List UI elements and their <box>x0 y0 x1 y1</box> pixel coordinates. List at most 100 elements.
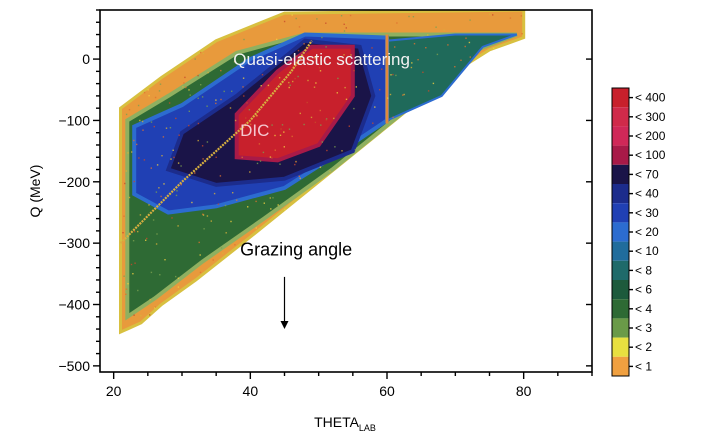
speckle <box>294 163 296 166</box>
colorbar-swatch <box>612 203 629 223</box>
speckle <box>124 182 126 185</box>
speckle <box>203 228 205 230</box>
speckle <box>215 156 217 158</box>
colorbar-label: < 200 <box>635 129 666 143</box>
speckle <box>188 110 190 112</box>
colorbar-swatch <box>612 88 629 108</box>
speckle <box>435 26 437 28</box>
speckle <box>349 14 352 17</box>
speckle <box>299 112 301 115</box>
x-axis-title-subscript: LAB <box>359 423 376 433</box>
speckle <box>161 155 163 157</box>
y-tick-label: −400 <box>58 297 90 313</box>
speckle <box>150 121 153 123</box>
speckle <box>197 74 199 77</box>
speckle <box>143 91 146 94</box>
speckle <box>396 22 398 24</box>
speckle <box>280 128 282 130</box>
speckle <box>250 123 252 126</box>
speckle <box>306 101 308 104</box>
speckle <box>156 233 158 235</box>
speckle <box>371 47 373 49</box>
speckle <box>313 86 316 88</box>
speckle <box>159 274 161 276</box>
speckle <box>197 122 200 125</box>
speckle <box>372 122 374 124</box>
speckle <box>295 17 297 20</box>
speckle <box>148 95 150 97</box>
speckle <box>298 175 300 177</box>
speckle <box>321 36 323 39</box>
speckle <box>269 197 271 199</box>
speckle <box>260 85 262 87</box>
speckle <box>255 200 257 203</box>
colorbar-label: < 1 <box>635 359 652 373</box>
speckle <box>333 117 335 120</box>
speckle <box>219 175 222 177</box>
y-tick-label: −300 <box>58 235 90 251</box>
speckle <box>155 191 158 193</box>
speckle <box>336 92 338 94</box>
speckle <box>168 102 171 104</box>
speckle <box>469 19 471 21</box>
speckle <box>410 66 413 69</box>
speckle <box>125 288 128 290</box>
speckle <box>365 55 367 57</box>
speckle <box>194 58 196 60</box>
speckle <box>176 190 178 192</box>
speckle <box>162 136 165 138</box>
speckle <box>464 45 466 48</box>
speckle <box>201 96 204 98</box>
speckle <box>146 237 148 240</box>
speckle-noise <box>122 13 523 317</box>
speckle <box>131 151 133 153</box>
speckle <box>469 56 471 58</box>
colorbar-swatch <box>612 145 629 165</box>
speckle <box>288 128 291 130</box>
plot-area <box>119 10 526 335</box>
speckle <box>123 275 125 277</box>
speckle <box>207 71 209 74</box>
speckle <box>177 286 180 288</box>
speckle <box>436 53 439 56</box>
speckle <box>460 59 462 61</box>
kinematic-ridge-line <box>119 40 313 244</box>
speckle <box>447 44 449 46</box>
speckle <box>170 158 172 160</box>
speckle <box>171 217 173 219</box>
speckle <box>152 219 155 221</box>
y-axis: 0 −100 −200 −300 −400 −500 <box>58 9 592 374</box>
speckle <box>299 177 301 179</box>
speckle <box>220 98 222 101</box>
y-axis-title: Q (MeV) <box>27 165 43 218</box>
speckle <box>443 29 445 31</box>
x-tick-label: 20 <box>106 383 122 399</box>
speckle <box>123 215 125 217</box>
colorbar-swatch <box>612 318 629 338</box>
speckle <box>246 102 248 104</box>
speckle <box>185 86 187 89</box>
speckle <box>337 77 339 80</box>
speckle <box>127 283 129 285</box>
speckle <box>343 23 345 25</box>
speckle <box>184 76 186 79</box>
speckle <box>256 115 258 117</box>
speckle <box>271 124 273 126</box>
x-axis-title: THETALAB <box>314 414 376 433</box>
speckle <box>182 86 184 88</box>
speckle <box>137 289 139 292</box>
speckle <box>133 180 135 183</box>
speckle <box>172 149 174 151</box>
colorbar-frame <box>611 87 630 377</box>
colorbar-swatch <box>612 126 629 146</box>
speckle <box>262 151 265 154</box>
speckle <box>325 118 328 120</box>
speckle <box>315 82 317 84</box>
speckle <box>389 93 392 96</box>
speckle <box>225 232 227 234</box>
speckle <box>217 203 220 205</box>
speckle <box>201 145 204 147</box>
speckle <box>387 97 389 99</box>
speckle <box>148 204 150 206</box>
